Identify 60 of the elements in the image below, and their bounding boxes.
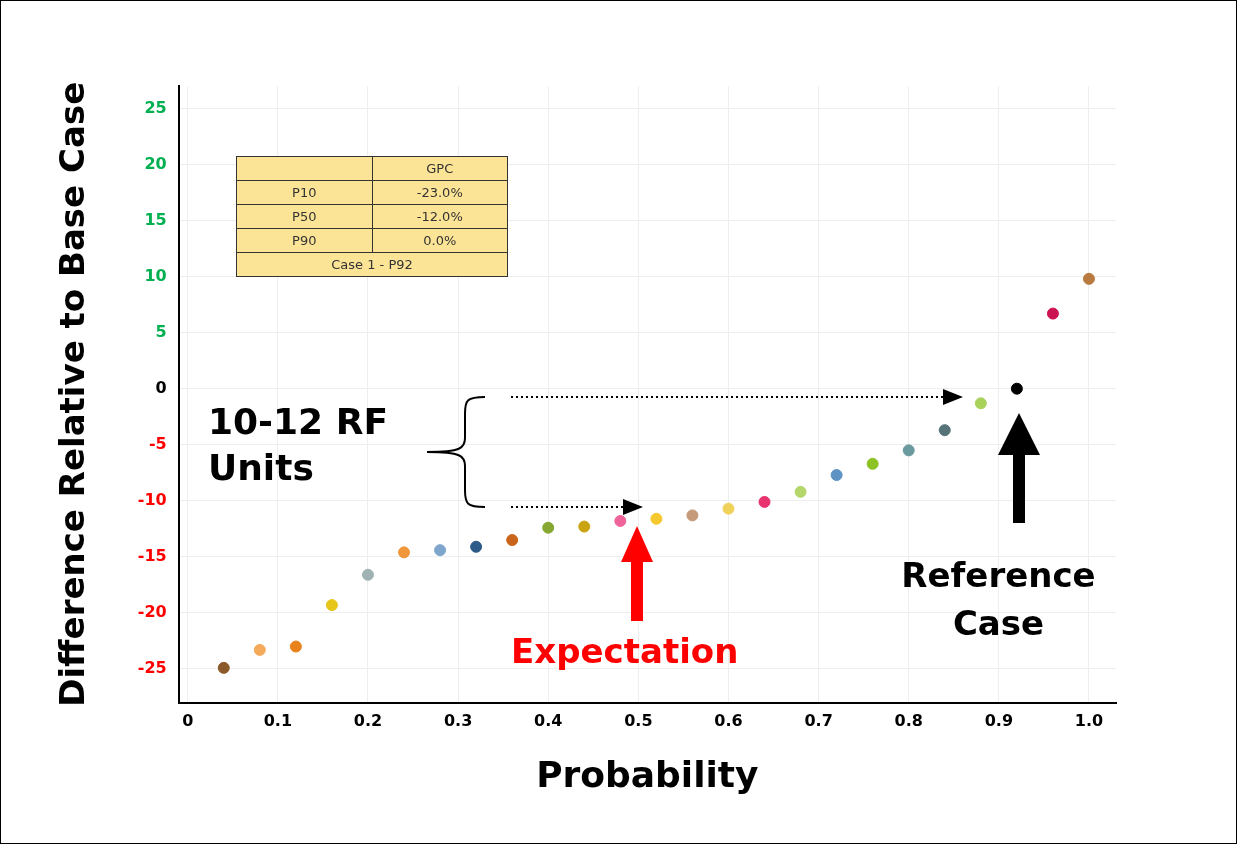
point xyxy=(253,643,266,656)
point xyxy=(758,495,771,508)
x-tick-label: 0.3 xyxy=(443,711,473,731)
x-tick-label: 0.8 xyxy=(894,711,923,731)
point xyxy=(866,457,879,470)
point xyxy=(1046,307,1059,320)
point xyxy=(542,521,555,534)
y-tick-label: 25 xyxy=(144,97,167,117)
point xyxy=(902,444,915,457)
annotation: P90 xyxy=(236,228,372,253)
point xyxy=(650,512,663,525)
x-tick-label: 0.7 xyxy=(804,711,833,731)
y-tick-label: 15 xyxy=(144,209,167,229)
x-tick-label: 0.9 xyxy=(984,711,1014,731)
annotation: -12.0% xyxy=(372,204,508,229)
annotation: Expectation xyxy=(511,631,739,671)
y-tick-label: 20 xyxy=(144,153,167,173)
y-tick-label: -15 xyxy=(137,546,167,566)
y-tick-label: 10 xyxy=(144,265,167,285)
annotation: 0.0% xyxy=(372,228,508,253)
point xyxy=(506,534,519,547)
point xyxy=(325,599,338,612)
point xyxy=(578,520,591,533)
y-tick-label: -5 xyxy=(148,433,167,453)
x-tick-label: 1.0 xyxy=(1074,711,1104,731)
x-tick-label: 0 xyxy=(182,711,194,731)
y-axis-title: Difference Relative to Base Case xyxy=(52,81,93,707)
point xyxy=(686,509,699,522)
annotation: P50 xyxy=(236,204,372,229)
point xyxy=(722,502,735,515)
x-tick-label: 0.1 xyxy=(263,711,293,731)
y-tick-label: -10 xyxy=(137,489,167,509)
point xyxy=(1082,272,1095,285)
annotation: -23.0% xyxy=(372,180,508,205)
annotation: Case 1 - P92 xyxy=(236,252,508,277)
annotation: Reference Case xyxy=(900,554,1097,645)
x-tick-label: 0.5 xyxy=(624,711,653,731)
point xyxy=(1010,382,1023,395)
point xyxy=(434,544,447,557)
point xyxy=(361,568,374,581)
point xyxy=(794,485,807,498)
y-tick-label: 5 xyxy=(155,321,167,341)
point xyxy=(470,540,483,553)
y-tick-label: 0 xyxy=(155,377,167,397)
point xyxy=(938,424,951,437)
y-tick-label: -25 xyxy=(137,658,167,678)
point xyxy=(830,469,843,482)
point xyxy=(614,514,627,527)
y-tick-label: -20 xyxy=(137,602,167,622)
annotation: 10-12 RF Units xyxy=(208,400,389,490)
x-axis-title: Probability xyxy=(536,753,759,795)
annotation: P10 xyxy=(236,180,372,205)
point xyxy=(974,397,987,410)
x-tick-label: 0.2 xyxy=(353,711,383,731)
x-tick-label: 0.6 xyxy=(714,711,743,731)
annotation: GPC xyxy=(372,156,508,181)
point xyxy=(217,661,230,674)
x-tick-label: 0.4 xyxy=(534,711,563,731)
point xyxy=(398,546,411,559)
point xyxy=(289,640,302,653)
